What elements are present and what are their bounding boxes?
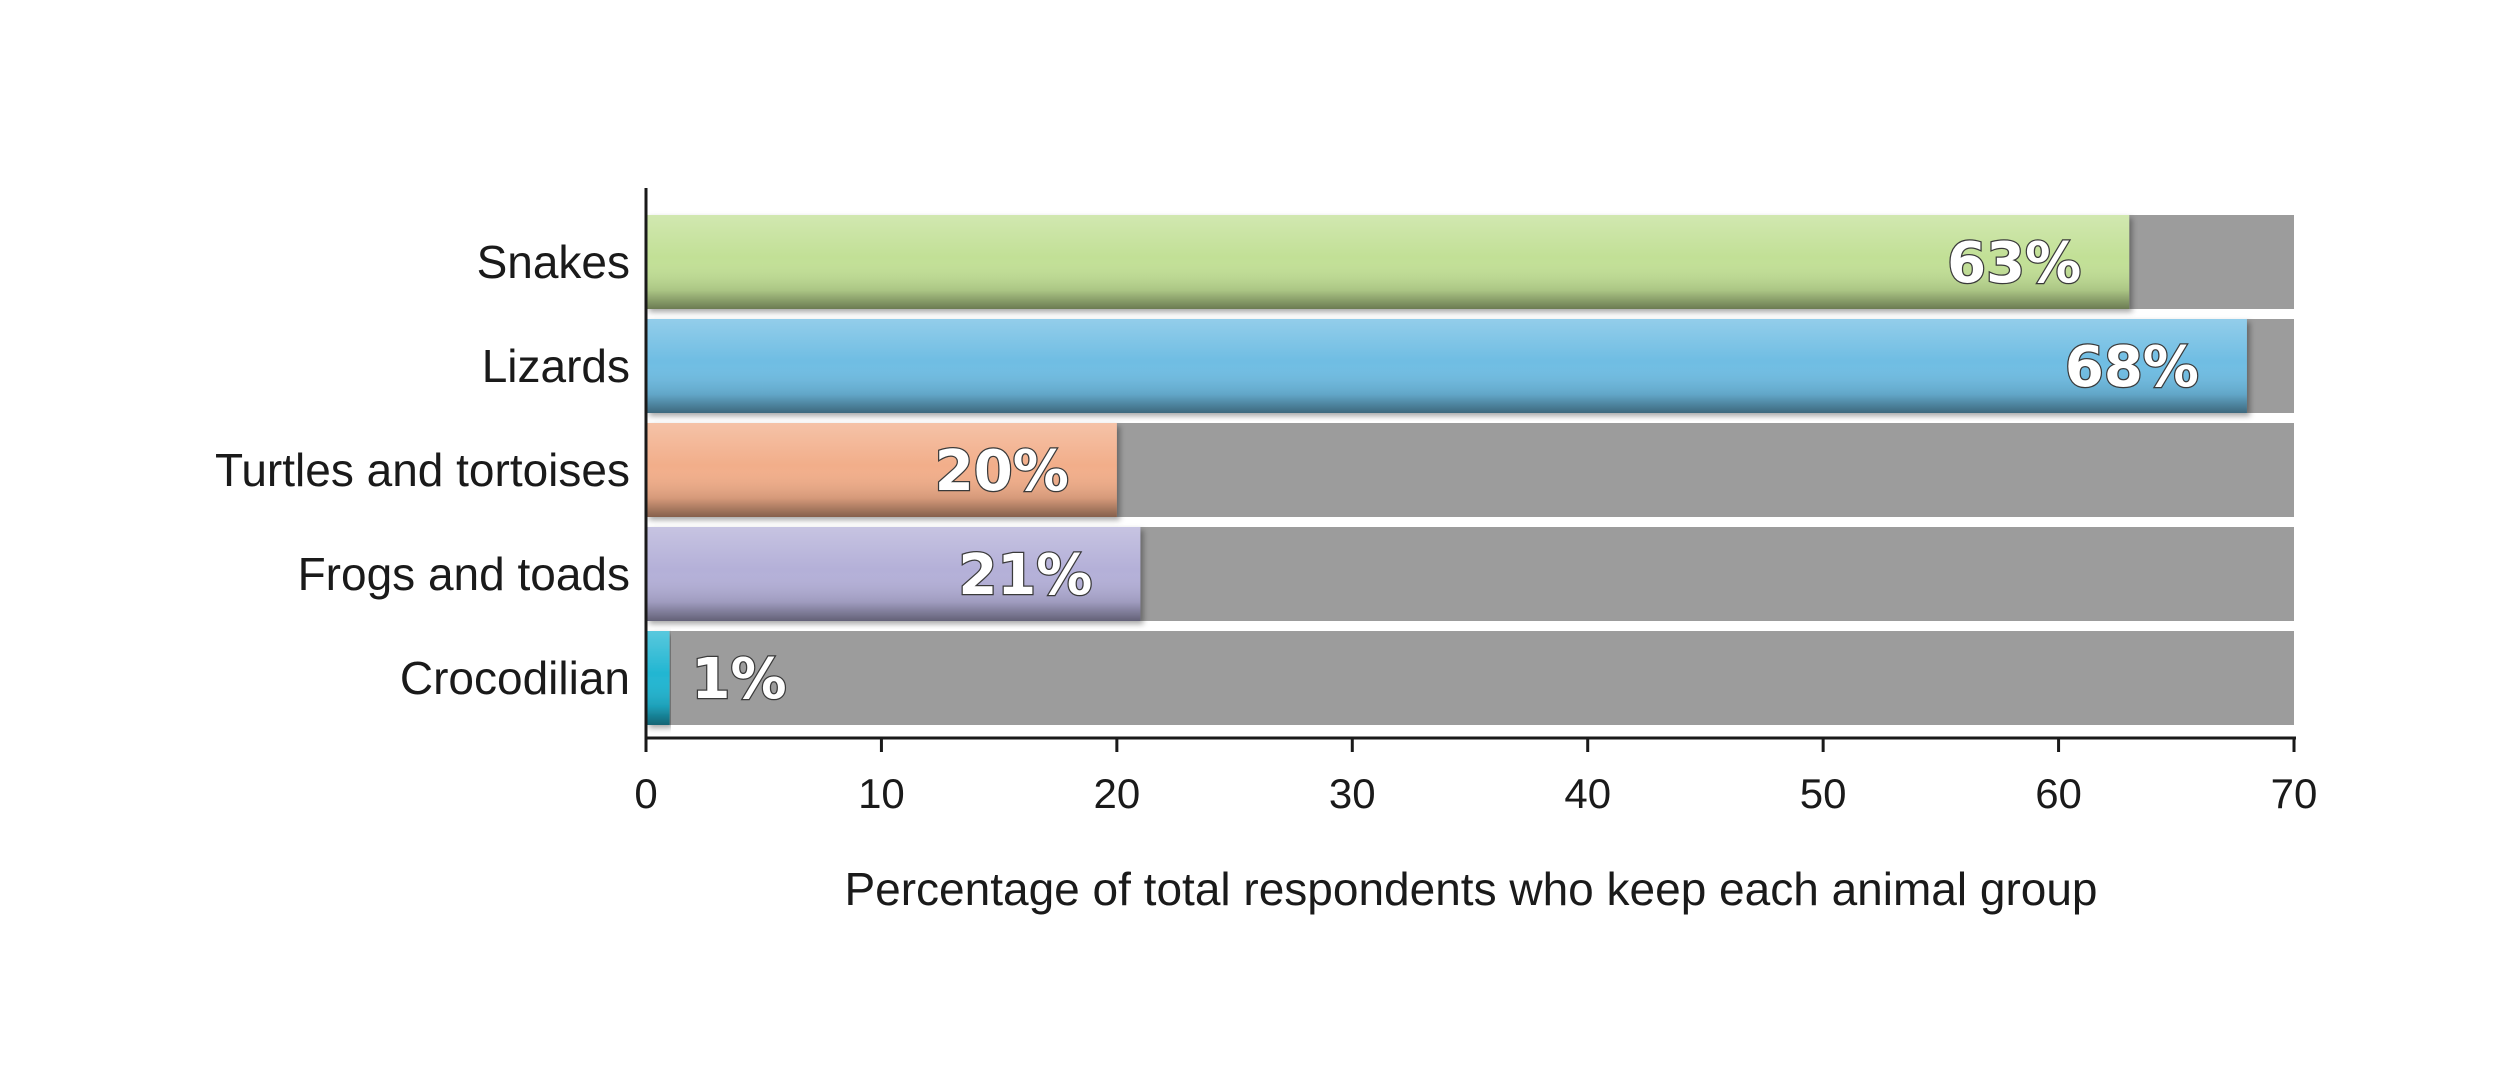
data-bars: [646, 215, 2247, 725]
x-tick-label-30: 30: [1329, 770, 1376, 817]
x-tick-label-70: 70: [2271, 770, 2318, 817]
data-labels: 63% 68% 20% 21% 1%: [690, 230, 2200, 714]
data-label-snakes: 63%: [1947, 231, 2081, 296]
data-label-crocodilian: 1%: [692, 647, 787, 712]
x-tick-label-10: 10: [858, 770, 905, 817]
axes: [644, 188, 2296, 740]
x-tick-label-60: 60: [2035, 770, 2082, 817]
bar-crocodilian: [646, 631, 670, 725]
x-axis-ticks: 0 10 20 30 40 50 60 70: [634, 738, 2317, 817]
bar-shade-crocodilian: [646, 631, 670, 725]
category-labels: Snakes Lizards Turtles and tortoises Frogs …: [215, 236, 630, 704]
x-axis-title: Percentage of total respondents who keep…: [844, 863, 2097, 915]
bar-shade-lizards: [646, 319, 2247, 413]
bar-snakes: [646, 215, 2130, 309]
x-tick-label-40: 40: [1564, 770, 1611, 817]
x-tick-label-50: 50: [1800, 770, 1847, 817]
bar-shade-frogs-and-toads: [646, 527, 1141, 621]
background-bar-crocodilian: [646, 631, 2294, 725]
category-label-lizards: Lizards: [482, 340, 630, 392]
data-label-turtles-and-tortoises: 20%: [935, 439, 1069, 504]
bar-shade-snakes: [646, 215, 2130, 309]
x-tick-label-0: 0: [634, 770, 657, 817]
category-label-frogs-and-toads: Frogs and toads: [298, 548, 630, 600]
data-label-lizards: 68%: [2065, 335, 2199, 400]
bar-frogs-and-toads: [646, 527, 1141, 621]
bar-turtles-and-tortoises: [646, 423, 1117, 517]
data-label-frogs-and-toads: 21%: [958, 543, 1092, 608]
category-label-turtles-and-tortoises: Turtles and tortoises: [215, 444, 630, 496]
x-tick-label-20: 20: [1093, 770, 1140, 817]
category-label-crocodilian: Crocodilian: [400, 652, 630, 704]
bar-lizards: [646, 319, 2247, 413]
category-label-snakes: Snakes: [477, 236, 630, 288]
bar-shade-turtles-and-tortoises: [646, 423, 1117, 517]
